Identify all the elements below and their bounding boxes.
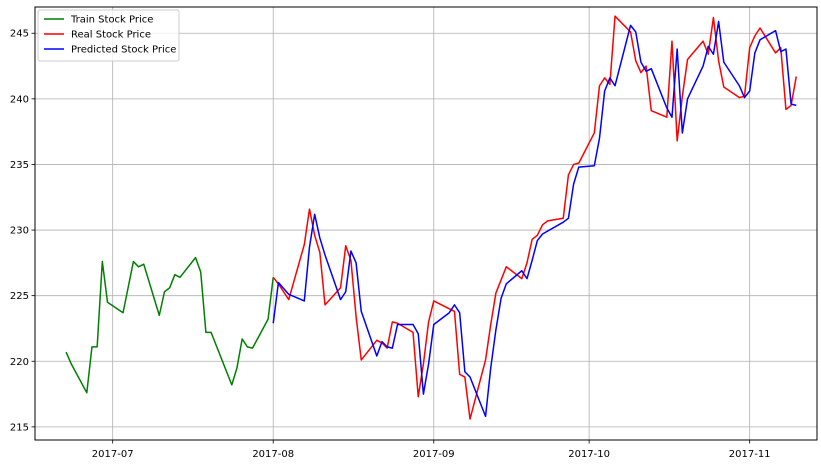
x-tick-label: 2017-10 bbox=[568, 449, 610, 460]
grid-lines bbox=[35, 7, 817, 440]
x-tick-label: 2017-08 bbox=[252, 449, 294, 460]
x-axis: 2017-07 2017-08 2017-09 2017-10 2017-11 bbox=[92, 440, 771, 460]
series-lines bbox=[65, 15, 798, 420]
y-tick-label: 240 bbox=[10, 94, 29, 105]
legend-label-predicted-stock-price: Predicted Stock Price bbox=[71, 45, 176, 56]
y-axis: 215 220 225 230 235 240 245 bbox=[10, 29, 35, 433]
plot-frame bbox=[34, 6, 818, 441]
y-tick-label: 245 bbox=[10, 29, 29, 40]
legend: Train Stock Price Real Stock Price Predict… bbox=[37, 9, 180, 62]
x-tick-label: 2017-11 bbox=[729, 449, 771, 460]
real-stock-price-line bbox=[272, 15, 798, 420]
y-tick-label: 215 bbox=[10, 422, 29, 433]
x-tick-label: 2017-07 bbox=[92, 449, 134, 460]
train-stock-price-line bbox=[65, 256, 274, 394]
y-tick-label: 235 bbox=[10, 160, 29, 171]
x-tick-label: 2017-09 bbox=[413, 449, 455, 460]
legend-label-train-stock-price: Train Stock Price bbox=[70, 15, 153, 26]
plot-background bbox=[35, 7, 817, 440]
predicted-stock-price-line bbox=[272, 20, 797, 418]
y-tick-label: 225 bbox=[10, 291, 29, 302]
y-tick-label: 220 bbox=[10, 357, 29, 368]
y-tick-label: 230 bbox=[10, 226, 29, 237]
legend-box bbox=[37, 9, 180, 62]
legend-label-real-stock-price: Real Stock Price bbox=[71, 30, 151, 41]
